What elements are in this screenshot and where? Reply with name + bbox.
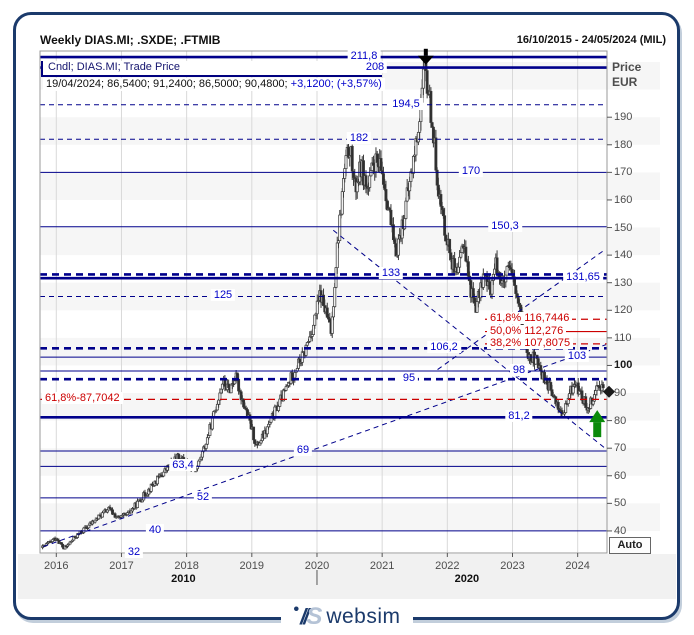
decade-label: 2010 bbox=[171, 573, 196, 585]
price-level-label: 208 bbox=[362, 60, 388, 73]
x-axis-tick-label: 2020 bbox=[304, 560, 330, 572]
price-axis-title: Price EUR bbox=[612, 60, 641, 90]
x-axis-tick-label: 2018 bbox=[174, 560, 199, 572]
price-level-label: 170 bbox=[458, 165, 484, 178]
websim-logo-slashes: // bbox=[300, 604, 309, 629]
price-level-label: 69 bbox=[293, 443, 313, 456]
auto-scale-button[interactable]: Auto bbox=[609, 537, 651, 554]
price-level-label: 40 bbox=[145, 523, 165, 536]
price-level-label: 194,5 bbox=[389, 97, 423, 110]
y-axis-tick-label: 120 bbox=[614, 304, 633, 317]
y-axis-tick-label: 100 bbox=[614, 359, 633, 372]
y-axis-tick-label: 110 bbox=[614, 331, 632, 344]
price-level-label: 63,4 bbox=[169, 459, 197, 472]
websim-logo-s: S bbox=[306, 603, 323, 630]
legend-quote-row[interactable]: 19/04/2024; 86,5400; 91,2400; 86,5000; 9… bbox=[43, 78, 385, 91]
price-level-label: 52 bbox=[193, 490, 213, 503]
price-level-label: 211,8 bbox=[347, 50, 381, 63]
y-axis-tick-label: 190 bbox=[614, 111, 633, 124]
price-level-label: 103 bbox=[564, 350, 590, 363]
y-axis-tick-label: 130 bbox=[614, 276, 633, 289]
legend-quote-values: 19/04/2024; 86,5400; 91,2400; 86,5000; 9… bbox=[46, 78, 291, 90]
y-axis-tick-label: 70 bbox=[614, 442, 627, 455]
price-level-label: 81,2 bbox=[505, 410, 533, 423]
y-axis-tick-label: 50 bbox=[614, 497, 627, 510]
fib-level-label: 38,2% 107,8075 bbox=[487, 336, 574, 349]
price-level-label: 106,2 bbox=[427, 341, 461, 354]
price-level-label: 133 bbox=[378, 267, 404, 280]
price-level-label: 98 bbox=[509, 363, 529, 376]
time-axis-strip bbox=[18, 554, 676, 599]
x-axis-tick-label: 2017 bbox=[109, 560, 134, 572]
price-level-label: 150,3 bbox=[488, 219, 522, 232]
chart-title: Weekly DIAS.MI; .SXDE; .FTMIB bbox=[40, 33, 221, 47]
x-axis-tick-label: 2023 bbox=[500, 560, 525, 572]
x-axis-tick-label: 2022 bbox=[435, 560, 460, 572]
y-axis-tick-label: 170 bbox=[614, 166, 633, 179]
price-axis-title-line1: Price bbox=[612, 60, 642, 74]
x-axis-tick-label: 2021 bbox=[369, 560, 395, 572]
y-axis-tick-label: 60 bbox=[614, 469, 627, 482]
decade-label: 2020 bbox=[454, 573, 480, 585]
x-axis-tick-label: 2019 bbox=[239, 560, 265, 572]
fib-level-label: 50,0% 112,276 bbox=[487, 324, 567, 337]
price-axis-title-line2: EUR bbox=[612, 75, 638, 89]
y-axis-tick-label: 90 bbox=[614, 387, 627, 400]
x-axis-tick-label: 2024 bbox=[565, 560, 590, 572]
y-axis-tick-label: 140 bbox=[614, 249, 633, 262]
price-level-label: 95 bbox=[399, 372, 419, 385]
chart-date-range: 16/10/2015 - 24/05/2024 (MIL) bbox=[516, 34, 666, 46]
price-level-label: 131,65 bbox=[563, 271, 603, 284]
y-axis-tick-label: 180 bbox=[614, 138, 633, 151]
websim-logo-name: websim bbox=[326, 605, 401, 628]
fib-level-label: 61,8%-87,7042 bbox=[42, 392, 123, 405]
y-axis-tick-label: 150 bbox=[614, 221, 633, 234]
x-axis-tick-label: 2016 bbox=[44, 560, 69, 572]
y-axis-tick-label: 40 bbox=[614, 524, 627, 537]
fib-level-label: 61,8% 116,7446 bbox=[487, 312, 573, 325]
price-level-label: 125 bbox=[210, 289, 236, 302]
y-axis-tick-label: 160 bbox=[614, 193, 633, 206]
websim-logo-dot: • bbox=[293, 601, 300, 618]
price-level-label: 32 bbox=[124, 546, 144, 558]
y-axis-tick-label: 80 bbox=[614, 414, 627, 427]
price-level-label: 182 bbox=[346, 132, 372, 145]
legend-quote-change: +3,1200; (+3,57%) bbox=[290, 78, 382, 90]
legend-series-row[interactable]: Cndl; DIAS.MI; Trade Price bbox=[41, 61, 382, 77]
websim-logo: • // S websim bbox=[281, 601, 413, 633]
